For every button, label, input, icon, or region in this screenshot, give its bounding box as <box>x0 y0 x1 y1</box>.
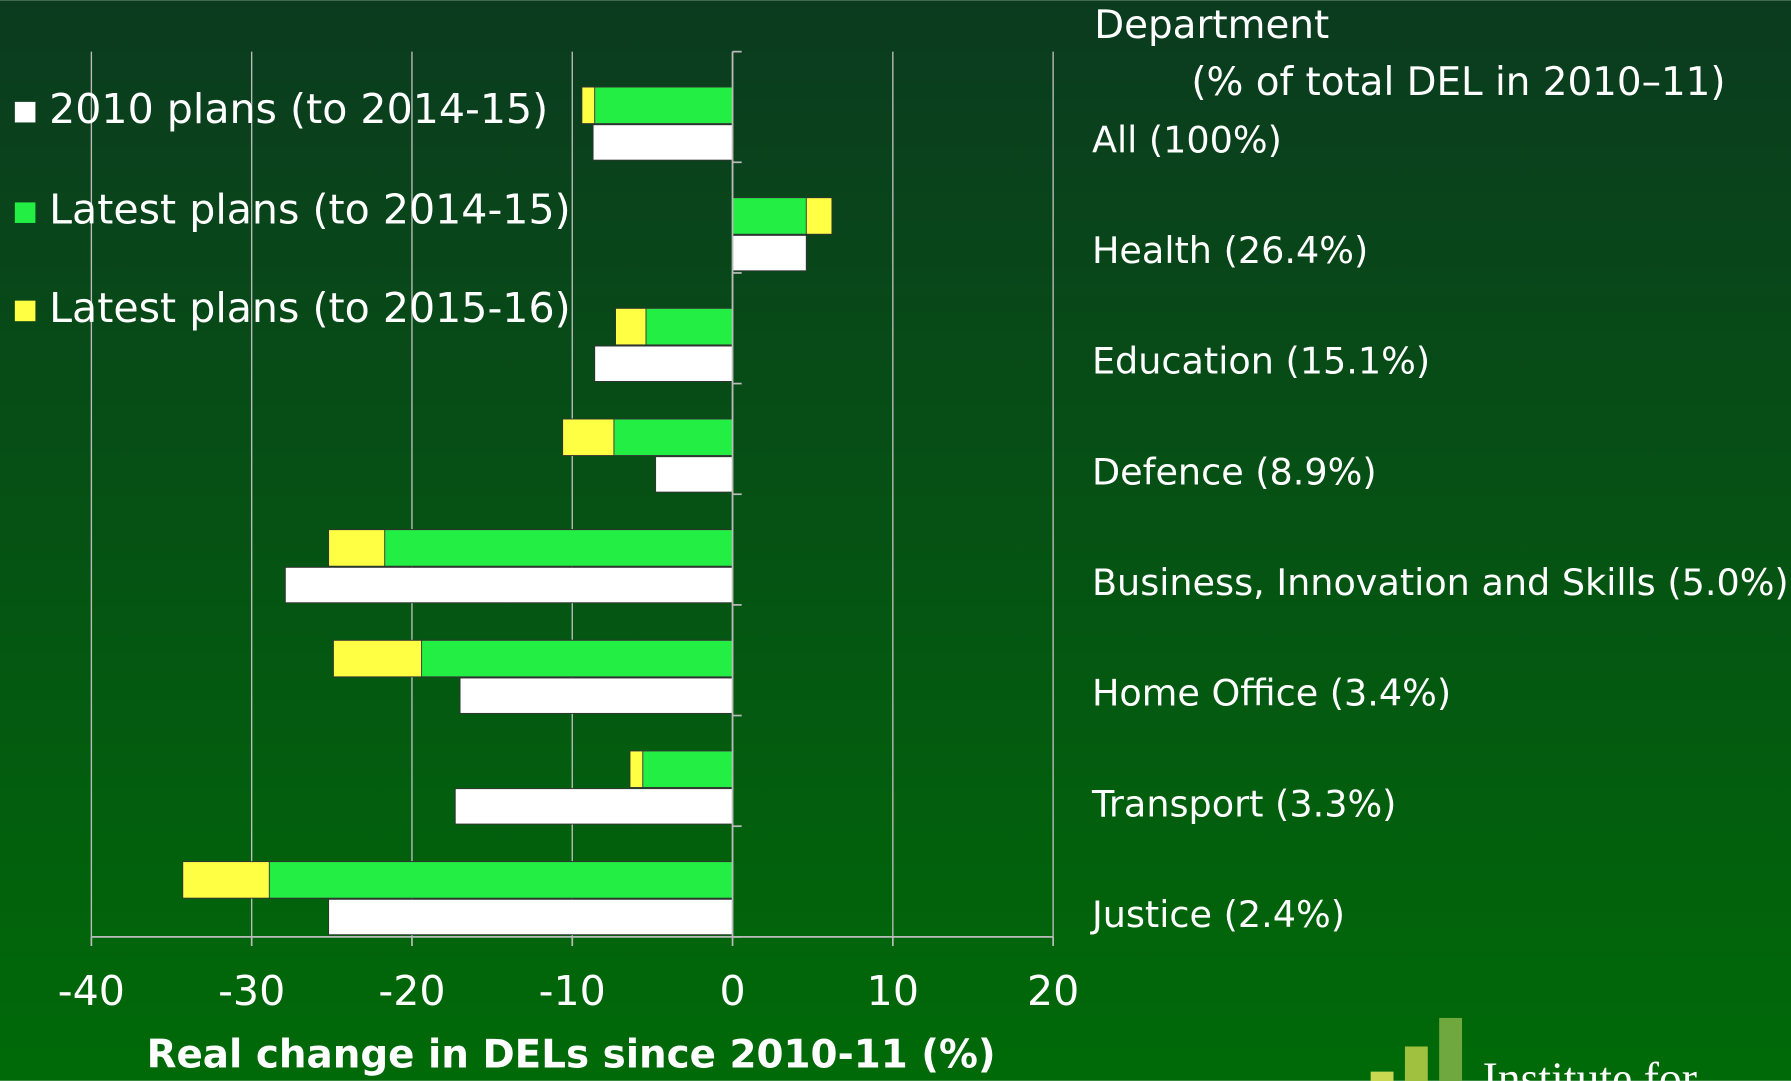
category-title: Department <box>1094 3 1329 48</box>
bar <box>645 307 734 346</box>
bar <box>594 345 734 382</box>
bar <box>421 639 734 678</box>
category-label: Health (26.4%) <box>1092 229 1368 272</box>
logo-bar <box>1439 1017 1463 1081</box>
bar <box>642 750 734 788</box>
category-label: Education (15.1%) <box>1092 340 1430 383</box>
category-label: Home Office (3.4%) <box>1092 672 1451 715</box>
bar <box>284 566 734 604</box>
logo-bar <box>1370 1071 1394 1081</box>
x-tick-label: 20 <box>1027 967 1079 1015</box>
bar <box>459 677 734 714</box>
x-tick-label: -40 <box>58 967 125 1015</box>
legend-swatch <box>14 101 36 123</box>
x-tick-label: 10 <box>867 967 919 1015</box>
legend-label: Latest plans (to 2014-15) <box>49 186 571 234</box>
bar <box>328 898 734 936</box>
legend-label: 2010 plans (to 2014-15) <box>49 85 548 133</box>
bar <box>454 788 734 825</box>
bar <box>268 861 734 899</box>
bar <box>732 234 807 272</box>
x-tick-label: -20 <box>378 967 445 1015</box>
category-label: All (100%) <box>1092 118 1282 161</box>
x-tick-label: -30 <box>218 967 285 1015</box>
category-label: Justice (2.4%) <box>1090 893 1345 936</box>
logo-text: Institute for <box>1483 1053 1697 1081</box>
legend-item: Latest plans (to 2014-15) <box>14 186 571 234</box>
x-tick-label: 0 <box>719 967 745 1015</box>
category-label: Defence (8.9%) <box>1092 450 1377 493</box>
category-label: Transport (3.3%) <box>1091 782 1396 825</box>
bar <box>384 529 734 567</box>
legend-item: Latest plans (to 2015-16) <box>14 284 571 332</box>
bar <box>594 86 734 125</box>
legend-item: 2010 plans (to 2014-15) <box>14 85 548 133</box>
bar <box>732 197 807 235</box>
logo: Institute for <box>1370 1017 1697 1081</box>
x-tick-label: -10 <box>539 967 606 1015</box>
legend-swatch <box>14 300 36 322</box>
legend-swatch <box>14 202 36 223</box>
legend-label: Latest plans (to 2015-16) <box>49 284 571 332</box>
category-label: Business, Innovation and Skills (5.0%) <box>1092 561 1789 604</box>
axis-title: Real change in DELs since 2010-11 (%) <box>147 1032 996 1077</box>
category-subtitle: (% of total DEL in 2010–11) <box>1191 60 1725 105</box>
bar <box>655 456 734 493</box>
bar <box>613 418 734 457</box>
bar <box>592 124 734 161</box>
logo-bar <box>1404 1046 1428 1081</box>
